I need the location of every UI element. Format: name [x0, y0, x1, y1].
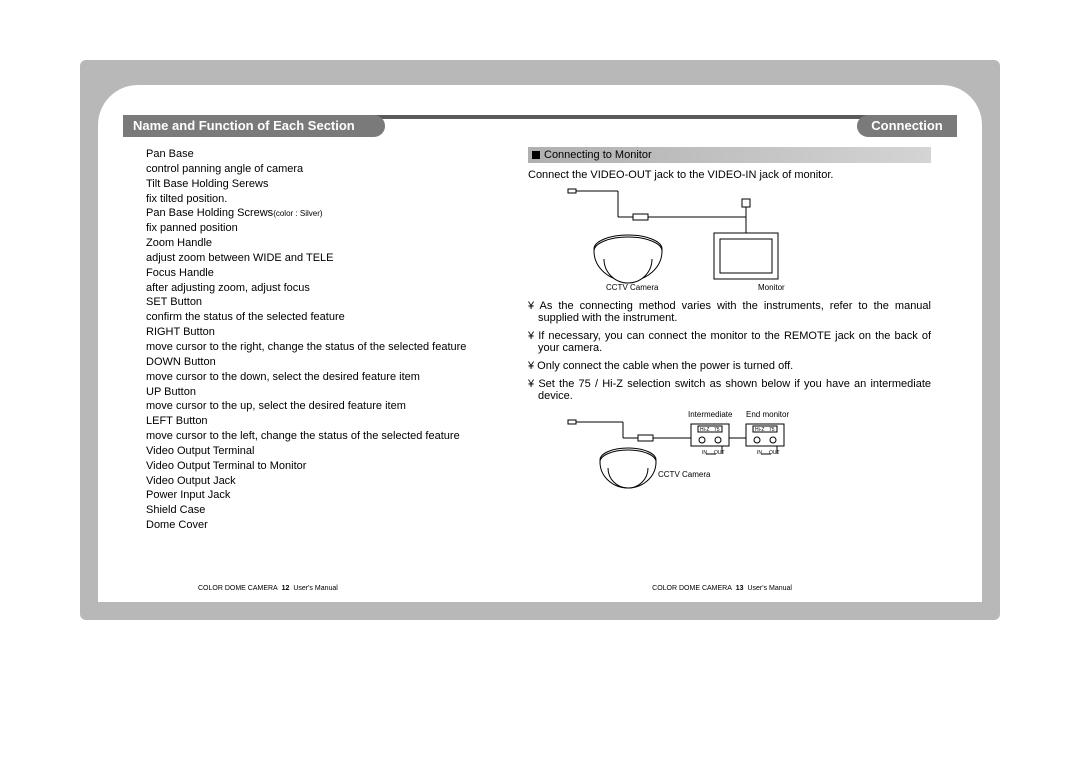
function-desc: confirm the status of the selected featu…	[146, 310, 506, 325]
function-desc: after adjusting zoom, adjust focus	[146, 281, 506, 296]
function-name: UP Button	[146, 386, 196, 398]
note-item: ¥ Only connect the cable when the power …	[528, 360, 931, 372]
function-desc: fix tilted position.	[146, 192, 506, 207]
footer-left: COLOR DOME CAMERA 12 User's Manual	[198, 585, 338, 592]
function-item: Power Input Jack	[146, 488, 506, 503]
section-title-left: Name and Function of Each Section	[123, 115, 385, 137]
section-title-right: Connection	[857, 115, 957, 137]
subsection-title: Connecting to Monitor	[544, 149, 652, 161]
function-name: DOWN Button	[146, 356, 216, 368]
function-name: Pan Base Holding Screws	[146, 207, 273, 219]
subsection-bar: Connecting to Monitor	[528, 147, 931, 163]
svg-text:Hi-Z: Hi-Z	[700, 427, 709, 433]
function-item: Focus Handle after adjusting zoom, adjust…	[146, 266, 506, 296]
connection-intro: Connect the VIDEO-OUT jack to the VIDEO-…	[528, 169, 931, 181]
function-item: LEFT Button move cursor to the left, chan…	[146, 414, 506, 444]
function-list: Pan Base control panning angle of cameraT…	[146, 147, 506, 533]
svg-text:OUT: OUT	[769, 450, 780, 456]
function-name: SET Button	[146, 296, 202, 308]
function-desc: move cursor to the down, select the desi…	[146, 370, 506, 385]
function-item: UP Buttonmove cursor to the up, select t…	[146, 385, 506, 415]
function-item: SET Button confirm the status of the sele…	[146, 295, 506, 325]
note-item: ¥ If necessary, you can connect the moni…	[528, 330, 931, 354]
svg-text:Hi-Z: Hi-Z	[755, 427, 764, 433]
function-name: LEFT Button	[146, 415, 208, 427]
function-name: Dome Cover	[146, 519, 208, 531]
function-name: Video Output Jack	[146, 475, 236, 487]
function-desc: adjust zoom between WIDE and TELE	[146, 251, 506, 266]
function-item: Shield Case	[146, 503, 506, 518]
function-name: Zoom Handle	[146, 237, 212, 249]
function-item: Video Output Terminal	[146, 444, 506, 459]
function-item: Zoom Handle adjust zoom between WIDE and …	[146, 236, 506, 266]
diagram2-label-end: End monitor	[746, 410, 789, 419]
diagram-label-monitor: Monitor	[758, 283, 785, 292]
svg-text:75: 75	[769, 427, 775, 433]
function-name: Shield Case	[146, 504, 205, 516]
note-item: ¥ As the connecting method varies with t…	[528, 300, 931, 324]
function-item: Video Output Jack	[146, 474, 506, 489]
function-desc: fix panned position	[146, 221, 506, 236]
diagram-camera-to-monitor: CCTV Camera Monitor	[528, 187, 931, 292]
function-name: Power Input Jack	[146, 489, 230, 501]
diagram2-label-intermediate: Intermediate	[688, 410, 732, 419]
connection-notes: ¥ As the connecting method varies with t…	[528, 300, 931, 402]
function-note: (color : Silver)	[273, 209, 322, 218]
function-desc: control panning angle of camera	[146, 162, 506, 177]
function-item: RIGHT Button move cursor to the right, ch…	[146, 325, 506, 355]
svg-text:OUT: OUT	[714, 450, 725, 456]
function-item: DOWN Button move cursor to the down, sele…	[146, 355, 506, 385]
svg-text:IN: IN	[702, 450, 707, 456]
function-item: Dome Cover	[146, 518, 506, 533]
function-name: Pan Base	[146, 148, 194, 160]
diagram2-label-camera: CCTV Camera	[658, 470, 710, 479]
note-item: ¥ Set the 75 / Hi-Z selection switch as …	[528, 378, 931, 402]
svg-text:IN: IN	[757, 450, 762, 456]
function-desc: move cursor to the up, select the desire…	[146, 399, 506, 414]
function-name: RIGHT Button	[146, 326, 215, 338]
manual-frame: Name and Function of Each Section Connec…	[80, 60, 1000, 620]
function-desc: move cursor to the right, change the sta…	[146, 340, 506, 355]
function-name: Focus Handle	[146, 267, 214, 279]
function-name: Tilt Base Holding Serews	[146, 178, 268, 190]
function-item: Pan Base control panning angle of camera	[146, 147, 506, 177]
function-name: Video Output Terminal	[146, 445, 254, 457]
diagram-label-camera: CCTV Camera	[606, 283, 658, 292]
manual-page: Name and Function of Each Section Connec…	[98, 85, 982, 602]
function-desc: move cursor to the left, change the stat…	[146, 429, 506, 444]
function-name: Video Output Terminal to Monitor	[146, 460, 306, 472]
function-item: Video Output Terminal to Monitor	[146, 459, 506, 474]
svg-text:75: 75	[714, 427, 720, 433]
function-item: Pan Base Holding Screws(color : Silver) f…	[146, 206, 506, 236]
diagram-intermediate-device: Hi-Z 75 Hi-Z 75 IN OUT IN OUT CCTV Camer…	[528, 408, 931, 498]
connection-column: Connecting to Monitor Connect the VIDEO-…	[528, 147, 931, 498]
function-item: Tilt Base Holding Serews fix tilted posit…	[146, 177, 506, 207]
footer-right: COLOR DOME CAMERA 13 User's Manual	[652, 585, 792, 592]
